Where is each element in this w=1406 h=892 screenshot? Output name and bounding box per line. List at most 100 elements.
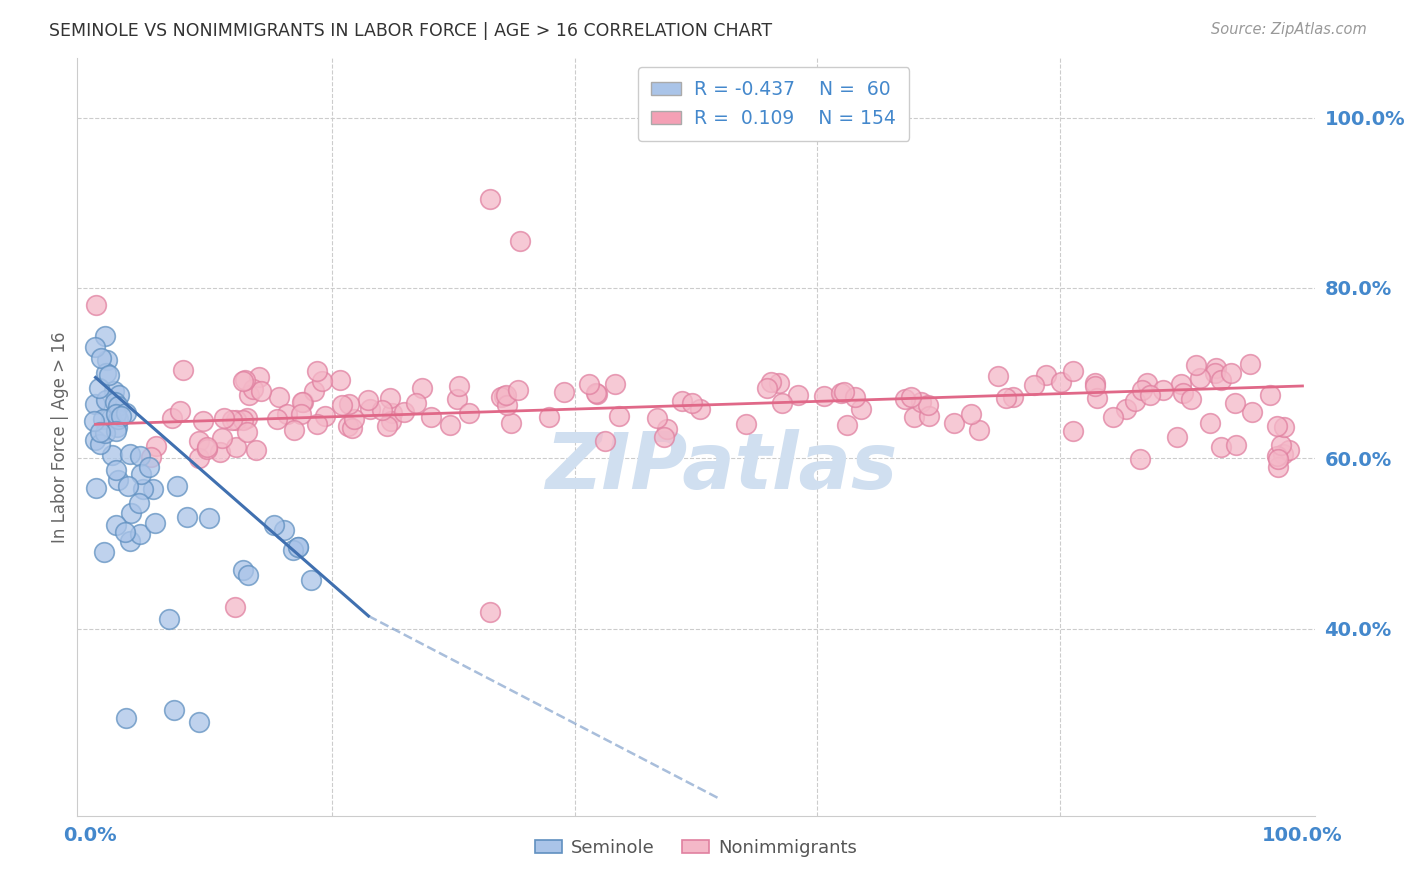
Point [105, 517, 128, 532]
Point [405, 396, 427, 410]
Point [356, 393, 378, 408]
Point [225, 441, 247, 455]
Point [1258, 388, 1281, 402]
Point [1002, 390, 1025, 404]
Point [585, 387, 607, 401]
Point [291, 394, 314, 409]
Point [105, 463, 128, 477]
Point [302, 384, 325, 398]
Point [250, 384, 273, 399]
Point [603, 376, 626, 391]
Point [233, 373, 256, 387]
Point [1184, 358, 1206, 372]
Point [755, 380, 778, 394]
Point [89, 437, 111, 451]
Point [1171, 386, 1194, 401]
Point [1062, 364, 1084, 378]
Point [917, 398, 939, 412]
Point [735, 417, 758, 431]
Point [314, 409, 336, 423]
Text: SEMINOLE VS NONIMMIGRANTS IN LABOR FORCE | AGE > 16 CORRELATION CHART: SEMINOLE VS NONIMMIGRANTS IN LABOR FORCE… [49, 22, 772, 40]
Point [446, 392, 468, 406]
Point [336, 418, 359, 433]
Point [172, 363, 194, 377]
Point [340, 421, 363, 435]
Point [157, 612, 180, 626]
Point [1136, 376, 1159, 391]
Point [1050, 376, 1073, 390]
Point [162, 411, 184, 425]
Point [1152, 383, 1174, 397]
Point [235, 411, 257, 425]
Point [83, 340, 105, 354]
Point [478, 192, 501, 206]
Point [238, 388, 260, 402]
Point [394, 405, 416, 419]
Point [987, 369, 1010, 384]
Point [198, 511, 221, 525]
Point [105, 420, 128, 434]
Point [1129, 451, 1152, 466]
Point [208, 445, 231, 459]
Point [87, 381, 110, 395]
Point [273, 523, 295, 537]
Point [1130, 383, 1153, 397]
Point [107, 473, 129, 487]
Point [1223, 395, 1246, 409]
Point [457, 406, 479, 420]
Point [129, 467, 152, 481]
Point [90, 351, 112, 365]
Point [1272, 420, 1295, 434]
Point [1271, 447, 1294, 461]
Point [538, 409, 561, 424]
Point [943, 416, 966, 430]
Point [652, 430, 675, 444]
Point [311, 374, 333, 388]
Point [114, 524, 136, 539]
Point [495, 387, 517, 401]
Point [276, 407, 298, 421]
Point [84, 481, 107, 495]
Point [1035, 368, 1057, 383]
Point [290, 407, 312, 421]
Point [143, 516, 166, 531]
Point [236, 567, 259, 582]
Point [176, 509, 198, 524]
Point [506, 383, 529, 397]
Point [242, 382, 264, 396]
Point [187, 450, 209, 465]
Point [786, 388, 808, 402]
Point [110, 409, 132, 423]
Point [844, 391, 866, 405]
Point [84, 298, 107, 312]
Point [169, 404, 191, 418]
Legend: Seminole, Nonimmigrants: Seminole, Nonimmigrants [527, 831, 865, 864]
Point [1209, 440, 1232, 454]
Point [1115, 401, 1137, 416]
Point [224, 600, 246, 615]
Point [84, 433, 107, 447]
Point [117, 478, 139, 492]
Point [263, 518, 285, 533]
Point [96, 393, 118, 408]
Point [281, 543, 304, 558]
Point [100, 411, 122, 425]
Point [1180, 392, 1202, 406]
Point [439, 418, 461, 433]
Point [128, 449, 150, 463]
Point [910, 394, 932, 409]
Point [287, 540, 309, 554]
Point [903, 409, 925, 424]
Point [330, 398, 353, 412]
Point [359, 402, 381, 417]
Point [101, 448, 124, 462]
Point [770, 396, 793, 410]
Point [195, 440, 218, 454]
Point [245, 442, 267, 457]
Point [593, 434, 616, 449]
Point [813, 389, 835, 403]
Text: ZIPatlas: ZIPatlas [544, 429, 897, 506]
Point [115, 406, 138, 420]
Point [1265, 418, 1288, 433]
Point [139, 450, 162, 464]
